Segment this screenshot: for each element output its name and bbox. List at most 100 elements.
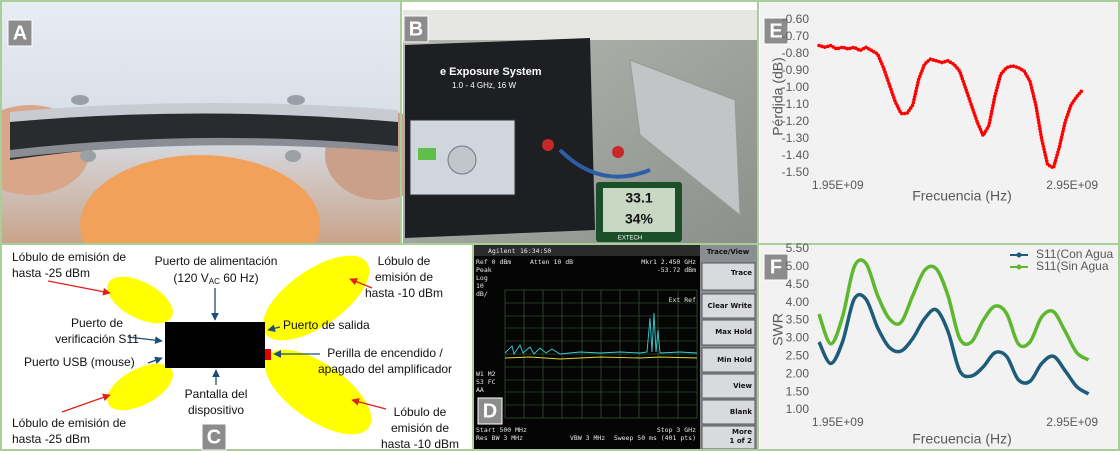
panel-label-box [763, 17, 789, 45]
y-tick-label: 5.00 [786, 259, 810, 273]
screen-d-part [504, 289, 698, 419]
screen-text: 16:34:50 [520, 247, 551, 255]
diagram-c-part [107, 363, 173, 411]
y-axis-title: SWR [770, 313, 786, 346]
screen-d-part [504, 312, 698, 356]
panel-label-box [477, 397, 503, 425]
panel-label: E [769, 20, 782, 42]
menu-button [701, 347, 756, 373]
screen-text: S3 FC [476, 378, 496, 386]
menu-item: Min Hold [717, 356, 752, 364]
screen-text: Ref 0 dBm [476, 258, 511, 266]
label: dispositivo [188, 403, 244, 417]
screen-d-part [504, 356, 698, 360]
screen-text: Res BW 3 MHz [476, 434, 523, 442]
y-tick-label: 2.00 [786, 366, 810, 380]
screen-text: Log [476, 274, 488, 282]
label: Pantalla del [185, 387, 248, 401]
label: apagado del amplificador [318, 362, 452, 376]
diagram-c-part-part [267, 324, 281, 333]
label: Lóbulo de emisión de [12, 416, 126, 430]
menu-item: More [732, 428, 752, 436]
photo-b-part [403, 10, 757, 40]
diagram-c-part-part [349, 278, 373, 289]
y-tick-label: -1.00 [782, 80, 810, 94]
y-tick-label: -1.30 [782, 131, 810, 145]
series-line [817, 258, 1090, 362]
panel-label: A [13, 22, 27, 44]
label: Puerto de alimentación [155, 254, 278, 268]
label: verificación S11 [55, 332, 139, 346]
panel-label-box [7, 19, 33, 47]
screen-text: Start 500 MHz [476, 426, 527, 434]
label: (120 VAC 60 Hz) [173, 271, 258, 286]
screen-text: Stop 3 GHz [657, 426, 696, 434]
screen-text: Peak [476, 266, 492, 274]
y-tick-label: 4.50 [786, 277, 810, 291]
menu-button [701, 399, 756, 425]
chart: -0.60 -0.70 -0.80 -0.90 -1.00 -1.10 -1.20 -1.30… [770, 12, 1099, 204]
menu-button [701, 293, 756, 319]
menu-button [701, 262, 756, 291]
screen-text: Mkr1 2.450 GHz [641, 258, 696, 266]
menu-title: Trace/View [707, 248, 750, 256]
device-title: e Exposure System [440, 66, 542, 78]
menu-button [701, 319, 756, 346]
label: hasta -25 dBm [12, 266, 90, 280]
y-tick-label: -0.80 [782, 46, 810, 60]
label: emisión de [391, 421, 449, 435]
screen-d-part [474, 245, 700, 256]
y-tick-label: -1.40 [782, 148, 810, 162]
photo-a-part [80, 150, 96, 162]
panel-labels: A B C D E F [7, 15, 789, 451]
diagram-c-part [264, 349, 372, 435]
y-axis-title: Pérdida (dB) [770, 57, 786, 136]
x-tick-label: 1.95E+09 [812, 178, 864, 192]
x-tick-label: 2.95E+09 [1046, 178, 1098, 192]
y-tick-label: 1.00 [786, 402, 810, 416]
y-tick-label: -1.10 [782, 97, 810, 111]
photo-a-part [287, 95, 305, 105]
menu-item: Clear Write [708, 302, 753, 310]
diagram-c: Lóbulo de emisión de hasta -25 dBm Lóbul… [0, 245, 472, 451]
label: Puerto de salida [283, 318, 370, 332]
panel-label-box [201, 423, 227, 451]
label: hasta -10 dBm [381, 437, 459, 451]
diagram-c-part-part [351, 398, 387, 410]
y-tick-label: -0.90 [782, 63, 810, 77]
legend-label: S11(Sin Agua [1036, 259, 1109, 273]
diagram-c-part [262, 255, 370, 341]
screen-text: Ext Ref [669, 296, 696, 304]
label: Lóbulo de emisión de [12, 250, 126, 264]
screen-text: -53.72 dBm [657, 266, 696, 274]
photo-a-part [285, 150, 301, 162]
y-tick-label: 1.50 [786, 384, 810, 398]
menu-item: Blank [730, 408, 752, 416]
label-part: 60 Hz) [220, 271, 259, 285]
photo-b-part [629, 59, 741, 217]
diagram-c-part-part [47, 280, 111, 296]
temperature: 33.1 [625, 190, 652, 206]
screen-text: Agilent [488, 247, 515, 255]
x-axis-title: Frecuencia (Hz) [912, 431, 1012, 447]
menu-item: Trace [731, 269, 752, 277]
y-tick-label: 3.50 [786, 313, 810, 327]
diagram-c-part-part [147, 356, 163, 365]
label: Lóbulo de [394, 405, 447, 419]
diagram-c-part [47, 278, 387, 413]
photo-a-part [71, 95, 89, 105]
chart: 5.50 5.00 4.50 4.00 3.50 3.00 2.50 2.00 1.50 1.00… [770, 241, 1114, 447]
diagram-c-part [165, 322, 265, 368]
label: Lóbulo de [378, 254, 431, 268]
photo-b-part [612, 146, 624, 158]
y-tick-label: -1.50 [782, 165, 810, 179]
photo-b-part [542, 139, 554, 151]
screen-text: AA [476, 386, 484, 394]
screen-text: Atten 10 dB [530, 258, 573, 266]
panel-label-box [403, 15, 429, 43]
x-axis-title: Frecuencia (Hz) [912, 188, 1012, 204]
